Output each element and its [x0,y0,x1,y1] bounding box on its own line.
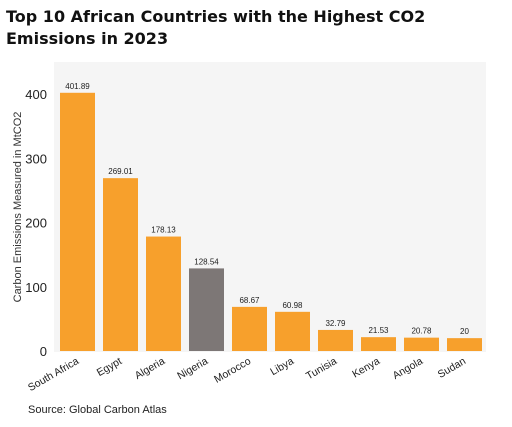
y-tick-label: 100 [25,280,47,295]
x-tick-label: Libya [268,355,296,378]
value-label: 178.13 [151,226,176,235]
y-axis-label: Carbon Emissions Measured in MtCO2 [12,112,24,303]
y-axis: 0 100 200 300 400 [25,87,47,359]
value-label: 20.78 [411,327,432,336]
x-tick-label: Tunisia [304,355,339,382]
bar-sudan [447,338,482,351]
bar-angola [404,337,439,351]
x-tick-label: South Africa [26,355,81,394]
bar-nigeria [189,268,224,351]
x-tick-label: Algeria [133,355,167,382]
value-label: 60.98 [282,301,303,310]
x-tick-label: Kenya [350,355,382,380]
y-tick-label: 0 [40,344,47,359]
value-label: 128.54 [194,257,219,266]
bar-tunisia [318,329,353,351]
source-note: Source: Global Carbon Atlas [28,404,167,416]
value-label: 269.01 [108,167,133,176]
value-label: 32.79 [325,319,346,328]
bar-algeria [146,236,181,351]
x-tick-label: Nigeria [175,355,210,382]
bar-libya [275,311,310,351]
value-labels: 401.89 269.01 178.13 128.54 68.67 60.98 32.79 2… [65,82,469,336]
bars [60,92,482,351]
bar-morocco [232,306,267,351]
value-label: 401.89 [65,82,90,91]
chart-title: Top 10 African Countries with the Highes… [6,7,426,48]
y-tick-label: 400 [25,87,47,102]
y-tick-label: 200 [25,216,47,231]
bar-south-africa [60,92,95,351]
x-tick-label: Morocco [212,355,253,386]
value-label: 21.53 [368,326,389,335]
x-tick-label: Sudan [436,355,468,381]
x-axis: South Africa Egypt Algeria Nigeria Morocco Li… [26,355,468,394]
x-tick-label: Egypt [95,355,124,379]
bar-egypt [103,178,138,351]
value-label: 20 [460,327,469,336]
bar-kenya [361,337,396,351]
value-label: 68.67 [239,296,260,305]
x-tick-label: Angola [391,355,425,382]
y-tick-label: 300 [25,151,47,166]
